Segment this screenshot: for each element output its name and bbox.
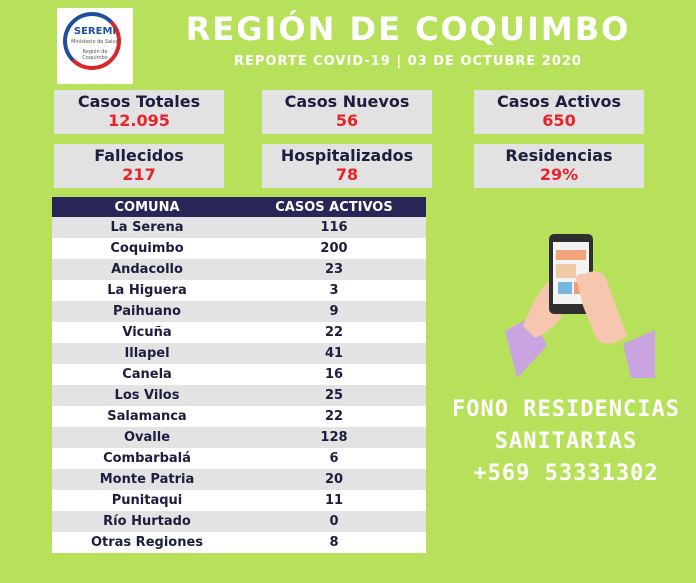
stat-fallecidos: Fallecidos 217 [54, 144, 224, 188]
table-row: Vicuña 22 [52, 322, 426, 343]
table-row: Canela 16 [52, 364, 426, 385]
fono-residencias: FONO RESIDENCIAS SANITARIAS +569 5333130… [446, 394, 686, 490]
right-hand [577, 271, 627, 344]
table-row: Los Vilos 25 [52, 385, 426, 406]
cell-casos: 20 [324, 472, 344, 487]
table-row: Salamanca 22 [52, 406, 426, 427]
stat-residencias: Residencias 29% [474, 144, 644, 188]
stat-label: Residencias [505, 146, 613, 165]
stat-value: 56 [335, 111, 359, 130]
stat-label: Casos Nuevos [284, 92, 410, 111]
table-header: COMUNA CASOS ACTIVOS [52, 197, 426, 217]
table-row: Coquimbo 200 [52, 238, 426, 259]
fono-phone-number: +569 53331302 [473, 461, 659, 486]
table-row: Río Hurtado 0 [52, 511, 426, 532]
cell-casos: 22 [324, 325, 344, 340]
stat-label: Fallecidos [94, 146, 184, 165]
cell-comuna: Ovalle [123, 430, 171, 445]
cell-casos: 23 [324, 262, 344, 277]
stat-casos-totales: Casos Totales 12.095 [54, 90, 224, 134]
cell-comuna: Coquimbo [110, 241, 184, 256]
screen-banner [556, 250, 586, 260]
cell-casos: 3 [329, 283, 339, 298]
logo-name: SEREMI [73, 26, 117, 37]
cell-comuna: Los Vilos [114, 388, 180, 403]
stat-value: 12.095 [108, 111, 170, 130]
cell-comuna: La Higuera [107, 283, 187, 298]
stat-value: 29% [539, 165, 579, 184]
stat-value: 78 [335, 165, 359, 184]
logo-ring [63, 12, 121, 70]
stat-label: Casos Activos [496, 92, 622, 111]
stat-label: Casos Totales [77, 92, 201, 111]
logo-line3: Coquimbo [82, 55, 108, 61]
table-row: Paihuano 9 [52, 301, 426, 322]
cell-comuna: Salamanca [107, 409, 187, 424]
right-sleeve [623, 330, 655, 378]
cell-comuna: Canela [122, 367, 172, 382]
cell-casos: 9 [329, 304, 339, 319]
screen-card [556, 264, 576, 278]
cell-comuna: Andacollo [111, 262, 183, 277]
page-title: REGIÓN DE COQUIMBO [185, 10, 631, 48]
cell-casos: 200 [320, 241, 348, 256]
table-row: Otras Regiones 8 [52, 532, 426, 553]
header-comuna: COMUNA [114, 199, 180, 215]
finger [575, 273, 591, 287]
stat-label: Hospitalizados [280, 146, 414, 165]
cell-comuna: Paihuano [113, 304, 181, 319]
table-row: Monte Patria 20 [52, 469, 426, 490]
cell-casos: 128 [320, 430, 348, 445]
table-row: Andacollo 23 [52, 259, 426, 280]
stat-value: 650 [542, 111, 576, 130]
cell-casos: 41 [324, 346, 344, 361]
screen-tile [558, 282, 572, 294]
cell-comuna: Combarbalá [103, 451, 191, 466]
page-subtitle: REPORTE COVID-19 | 03 DE OCTUBRE 2020 [234, 54, 582, 69]
stat-casos-nuevos: Casos Nuevos 56 [262, 90, 432, 134]
stat-hospitalizados: Hospitalizados 78 [262, 144, 432, 188]
cell-comuna: Illapel [124, 346, 170, 361]
cell-comuna: Vicuña [122, 325, 172, 340]
logo-line2: Región de [82, 49, 108, 55]
hands-holding-phone-icon [505, 234, 655, 378]
table-row: La Higuera 3 [52, 280, 426, 301]
cell-comuna: La Serena [110, 220, 184, 235]
table-row: Combarbalá 6 [52, 448, 426, 469]
cell-comuna: Otras Regiones [90, 535, 204, 550]
seremi-logo: SEREMI Ministerio de Salud Región de Coq… [57, 8, 133, 84]
cell-comuna: Río Hurtado [103, 514, 191, 529]
table-row: Punitaqui 11 [52, 490, 426, 511]
cell-casos: 11 [324, 493, 344, 508]
fono-line1: FONO RESIDENCIAS [452, 397, 680, 422]
table-row: Ovalle 128 [52, 427, 426, 448]
cell-casos: 116 [320, 220, 348, 235]
cell-casos: 6 [329, 451, 339, 466]
header-casos-activos: CASOS ACTIVOS [275, 199, 393, 215]
cell-casos: 25 [324, 388, 344, 403]
cell-comuna: Monte Patria [99, 472, 195, 487]
cell-comuna: Punitaqui [111, 493, 183, 508]
cell-casos: 0 [329, 514, 339, 529]
cell-casos: 16 [324, 367, 344, 382]
comunas-table: COMUNA CASOS ACTIVOS La Serena 116 Coquim… [52, 197, 426, 553]
cell-casos: 22 [324, 409, 344, 424]
cell-casos: 8 [329, 535, 339, 550]
table-row: Illapel 41 [52, 343, 426, 364]
stat-casos-activos: Casos Activos 650 [474, 90, 644, 134]
stat-value: 217 [122, 165, 156, 184]
logo-line1: Ministerio de Salud [71, 39, 119, 45]
fono-line2: SANITARIAS [494, 429, 638, 454]
table-row: La Serena 116 [52, 217, 426, 238]
